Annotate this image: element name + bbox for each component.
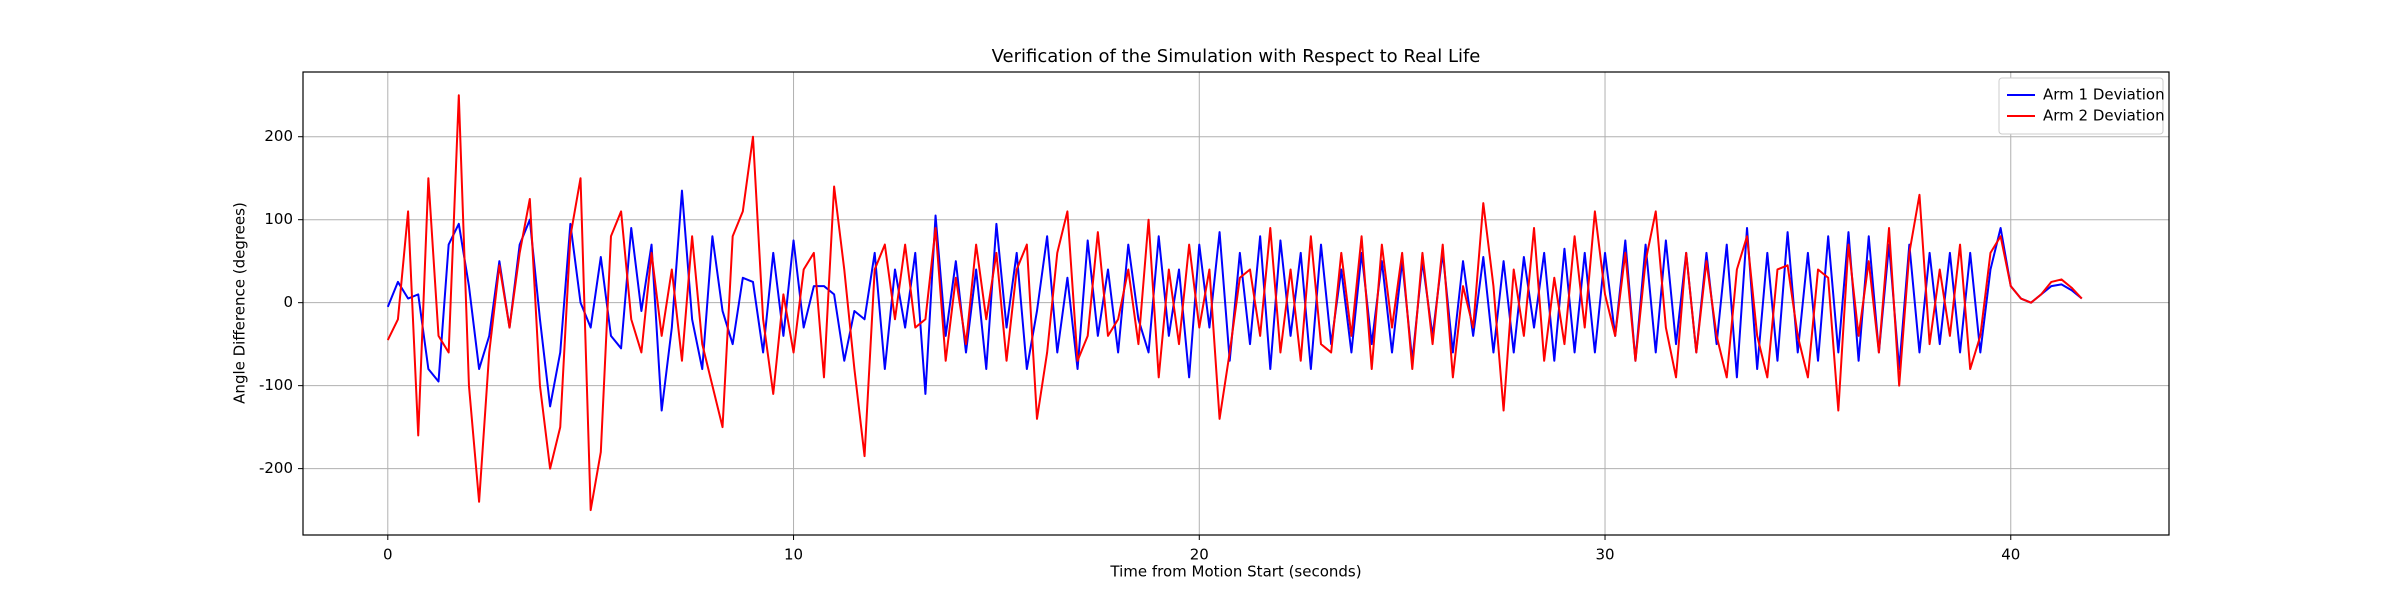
y-axis-label: Angle Difference (degrees) — [231, 202, 249, 404]
legend-label: Arm 2 Deviation — [2043, 107, 2165, 125]
x-tick-label: 40 — [2001, 546, 2020, 564]
plot-frame — [302, 71, 2170, 536]
y-tick-label: 200 — [264, 127, 293, 145]
chart-title: Verification of the Simulation with Resp… — [992, 46, 1481, 67]
legend-label: Arm 1 Deviation — [2043, 86, 2165, 104]
x-tick-label: 20 — [1190, 546, 1209, 564]
x-tick-label: 0 — [383, 546, 393, 564]
y-tick-label: -100 — [259, 376, 293, 394]
legend-box — [1998, 77, 2164, 135]
y-tick-label: -200 — [259, 459, 293, 477]
y-tick-label: 0 — [283, 293, 293, 311]
x-tick-label: 10 — [784, 546, 803, 564]
x-tick-label: 30 — [1595, 546, 1614, 564]
x-axis-label: Time from Motion Start (seconds) — [1109, 563, 1361, 581]
data-line — [386, 189, 2083, 412]
y-tick-label: 100 — [264, 210, 293, 228]
data-line — [386, 94, 2083, 512]
